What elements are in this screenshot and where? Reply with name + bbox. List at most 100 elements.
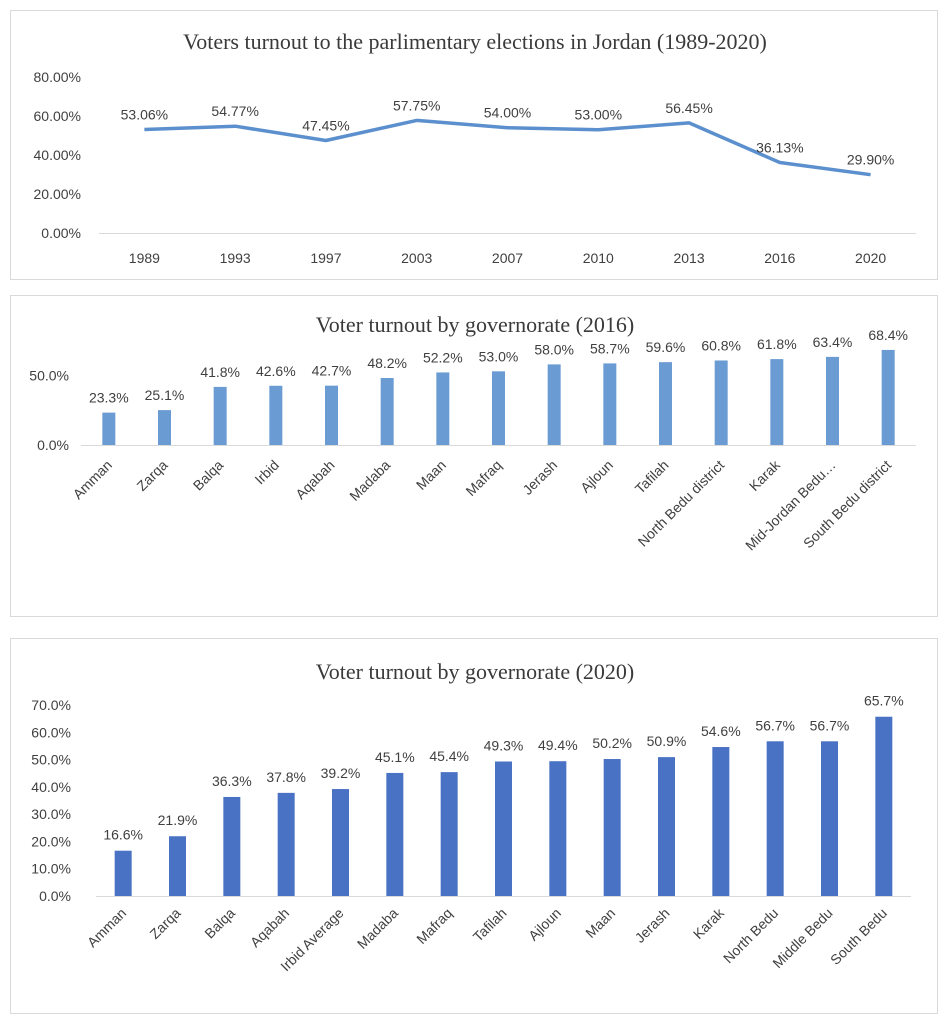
y-tick-label: 10.0% [31,861,71,877]
data-label: 50.2% [592,735,632,751]
x-tick-label: Balqa [201,905,238,942]
x-tick-label: 2003 [401,250,432,266]
x-tick-label: Mafraq [462,457,504,499]
x-tick-label: Amman [84,905,129,950]
x-tick-label: Karak [690,904,728,942]
data-label: 41.8% [200,364,240,380]
data-label: 54.00% [484,105,531,121]
x-tick-label: South Bedu [827,905,890,968]
bar [603,363,617,445]
bar-chart-panel-2020: Voter turnout by governorate (2020) 0.0% 1… [10,638,938,1014]
data-label: 42.7% [312,363,352,379]
bar [436,372,450,445]
bar [169,836,186,896]
bar-chart-2020-svg: Voter turnout by governorate (2020) 0.0% 1… [31,659,911,974]
data-label: 29.90% [847,152,894,168]
chart-title: Voter turnout by governorate (2020) [316,659,635,684]
x-tick-label: Zarqa [133,457,170,494]
line-chart-panel-1989-2020: Voters turnout to the parlimentary elect… [10,10,938,280]
data-label: 54.77% [211,103,258,119]
y-tick-label: 0.00% [41,225,81,241]
bar [325,385,338,445]
data-label: 60.8% [701,337,741,353]
bar [223,796,241,896]
x-tick-label: 1989 [129,250,160,266]
x-tick-label: Tafilah [470,905,510,945]
bar [549,761,567,896]
data-label: 57.75% [393,97,440,113]
data-label: 61.8% [757,336,797,352]
bar [603,759,621,896]
data-label: 36.13% [756,140,803,156]
y-tick-label: 40.00% [34,147,81,163]
data-label: 53.00% [575,107,622,123]
bar [658,757,675,896]
x-tick-label: Aqabah [292,457,337,502]
data-label: 56.7% [755,717,795,733]
bar [158,410,171,445]
x-tick-label: Jerash [632,905,673,946]
chart-title: Voter turnout by governorate (2016) [316,312,635,337]
data-label: 42.6% [256,363,296,379]
y-tick-label: 50.0% [29,368,69,384]
data-label: 63.4% [813,334,853,350]
x-tick-label: 2016 [764,250,795,266]
x-tick-label: Balqa [190,457,227,494]
bar [821,741,838,896]
bar-chart-2016-svg: Voter turnout by governorate (2016) 0.0% 5… [29,312,916,553]
data-label: 65.7% [864,693,904,709]
data-label: 58.7% [590,340,630,356]
data-label: 25.1% [145,387,185,403]
data-label: 56.7% [810,717,850,733]
chart-title: Voters turnout to the parlimentary elect… [183,29,767,54]
data-label: 45.4% [429,748,469,764]
y-tick-label: 20.00% [34,186,81,202]
data-label: 45.1% [375,749,415,765]
data-label: 16.6% [103,827,143,843]
bar [102,412,116,445]
bar [114,850,132,896]
bar [495,761,512,896]
data-label: 48.2% [367,355,407,371]
bar [826,356,839,445]
bar [440,772,458,896]
bar [277,792,295,896]
bar [881,349,895,445]
x-tick-label: Karak [746,456,784,494]
x-tick-label: Ajloun [577,457,616,496]
y-tick-label: 60.0% [31,724,71,740]
data-label: 54.6% [701,723,741,739]
data-label: 49.3% [484,737,524,753]
data-label: 47.45% [302,117,349,133]
data-label: 53.0% [479,348,519,364]
data-label: 49.4% [538,737,578,753]
bar [332,789,349,896]
x-tick-label: Zarqa [146,905,183,942]
bar [269,385,283,445]
bar [386,772,404,896]
x-tick-label: 2020 [855,250,886,266]
x-tick-label: 2007 [492,250,523,266]
data-label: 68.4% [868,327,908,343]
data-label: 50.9% [647,733,687,749]
bar [380,378,394,445]
x-tick-label: Aqabah [247,905,292,950]
x-tick-label: Maan [413,457,449,493]
x-tick-label: Mafraq [413,905,455,947]
x-tick-label: 1997 [310,250,341,266]
x-tick-label: Maan [582,905,618,941]
data-label: 56.45% [665,100,712,116]
data-label: 52.2% [423,349,463,365]
bar [547,364,561,445]
x-tick-label: Tafilah [632,457,672,497]
bar [213,386,227,445]
x-tick-label: 2010 [583,250,614,266]
y-tick-label: 80.00% [34,69,81,85]
y-tick-label: 40.0% [31,779,71,795]
x-tick-label: Irbid [251,457,282,488]
x-tick-label: 1993 [220,250,251,266]
bar [770,359,784,445]
data-label: 37.8% [266,769,306,785]
x-tick-label: Ajloun [525,905,564,944]
bar [659,362,672,445]
